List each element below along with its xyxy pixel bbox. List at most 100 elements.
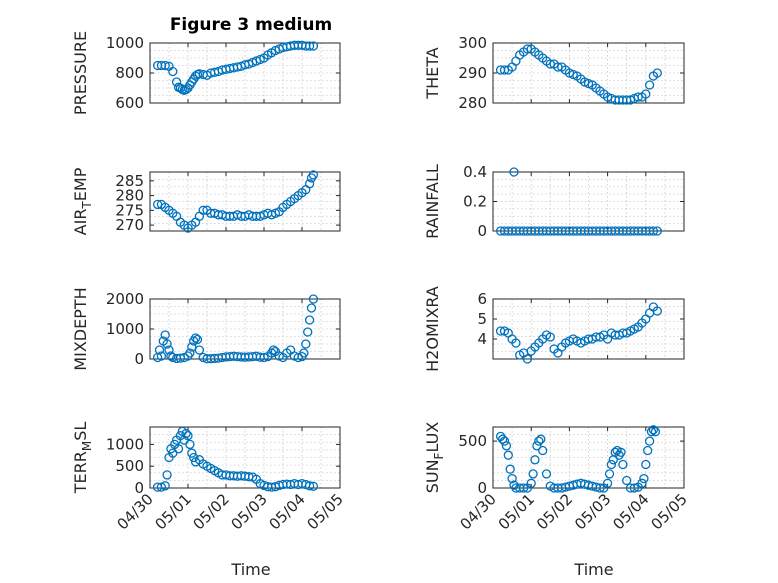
y-tick-label: 300: [458, 34, 487, 52]
data-point: [306, 303, 317, 313]
y-tick-label: 500: [115, 457, 144, 475]
data-point: [650, 427, 661, 437]
data-point: [595, 483, 605, 493]
data-point: [511, 338, 521, 348]
data-point: [181, 428, 191, 439]
x-tick-label: 05/02: [533, 490, 576, 533]
y-tick-label: 290: [458, 64, 487, 82]
data-point: [299, 348, 309, 358]
data-point: [532, 441, 542, 451]
x-tick-label: 05/01: [152, 490, 195, 533]
data-point: [633, 92, 643, 102]
y-tick-label: 0: [134, 350, 144, 368]
x-tick-label: 05/02: [190, 490, 233, 533]
data-point: [622, 475, 632, 486]
data-point: [522, 44, 533, 54]
data-point: [644, 436, 655, 446]
data-point: [162, 470, 172, 480]
y-axis-label: MIXDEPTH: [71, 287, 90, 370]
data-point: [304, 481, 315, 491]
data-point: [259, 352, 269, 363]
data-point: [518, 483, 529, 493]
data-point: [160, 60, 170, 71]
x-axis-label-left: Time: [230, 560, 270, 579]
data-point: [538, 445, 548, 456]
axes-frame: [492, 298, 685, 360]
data-point: [308, 481, 319, 491]
data-point: [616, 447, 626, 457]
data-point: [648, 425, 659, 435]
subplot-sun: 050004/3005/0105/0205/0305/0405/05SUNFLU…: [423, 422, 691, 534]
y-axis-label: PRESSURE: [71, 31, 90, 115]
data-point: [545, 332, 555, 342]
axes-frame: [149, 426, 341, 489]
y-axis-label: SUNFLUX: [423, 422, 446, 494]
data-point: [536, 434, 546, 444]
data-point: [268, 345, 279, 355]
data-point: [499, 436, 510, 446]
data-point: [160, 330, 170, 340]
data-point: [152, 199, 163, 210]
data-point: [602, 478, 613, 488]
data-point: [530, 455, 540, 465]
y-tick-label: 1000: [106, 435, 144, 453]
data-point: [639, 473, 649, 484]
subplot-pressure: 600 800 1000 PRESSURE: [71, 31, 341, 115]
y-tick-label: 285: [115, 172, 144, 190]
x-tick-label: 05/04: [609, 490, 652, 533]
data-point: [183, 431, 193, 441]
y-tick-label: 280: [458, 94, 487, 112]
data-point: [509, 480, 519, 490]
data-point: [648, 226, 659, 236]
y-axis-label: RAINFALL: [423, 164, 442, 239]
x-tick-label: 05/03: [228, 490, 271, 533]
data-point: [652, 68, 662, 78]
y-tick-label: 4: [477, 330, 487, 348]
data-point: [301, 339, 311, 349]
y-tick-label: 0: [477, 222, 487, 240]
data-point: [629, 483, 639, 493]
data-point: [162, 339, 172, 349]
y-axis-label: THETA: [423, 47, 442, 99]
subplot-terr: 0500100004/3005/0105/0205/0305/0405/05TE…: [71, 422, 347, 534]
x-tick-label: 05/04: [266, 490, 309, 533]
data-point: [173, 444, 184, 454]
data-point: [308, 41, 319, 51]
data-point: [156, 482, 167, 492]
data-point: [541, 469, 552, 479]
data-point: [198, 205, 208, 215]
data-point: [641, 459, 651, 470]
data-point: [304, 41, 315, 51]
data-point: [160, 481, 170, 491]
subplot-rainfall: 0 0.2 0.4 RAINFALL: [423, 163, 685, 240]
data-point: [501, 441, 512, 451]
y-tick-label: 2000: [106, 290, 144, 308]
data-point: [166, 351, 176, 361]
data-point: [303, 327, 313, 337]
y-axis-label: AIRTEMP: [71, 167, 94, 235]
y-tick-label: 500: [458, 432, 487, 450]
data-point: [156, 351, 167, 361]
data-point: [293, 352, 303, 363]
y-tick-label: 1000: [106, 34, 144, 52]
y-tick-label: 275: [115, 201, 144, 219]
data-point: [534, 436, 544, 446]
data-point: [194, 345, 205, 355]
data-point: [604, 469, 615, 479]
data-point: [189, 452, 199, 463]
y-tick-label: 0: [134, 479, 144, 497]
y-tick-label: 0: [477, 479, 487, 497]
data-point: [187, 448, 197, 458]
y-tick-label: 280: [115, 187, 144, 205]
x-tick-label: 05/01: [495, 490, 538, 533]
x-tick-label: 05/03: [571, 490, 614, 533]
y-axis-label: TERRMSL: [71, 422, 94, 495]
data-point: [522, 354, 533, 364]
y-tick-label: 600: [115, 94, 144, 112]
y-axis-label: H2OMIXRA: [423, 286, 442, 372]
x-tick-label: 05/05: [648, 490, 691, 533]
y-tick-label: 0.4: [463, 163, 487, 181]
data-point: [168, 66, 178, 77]
